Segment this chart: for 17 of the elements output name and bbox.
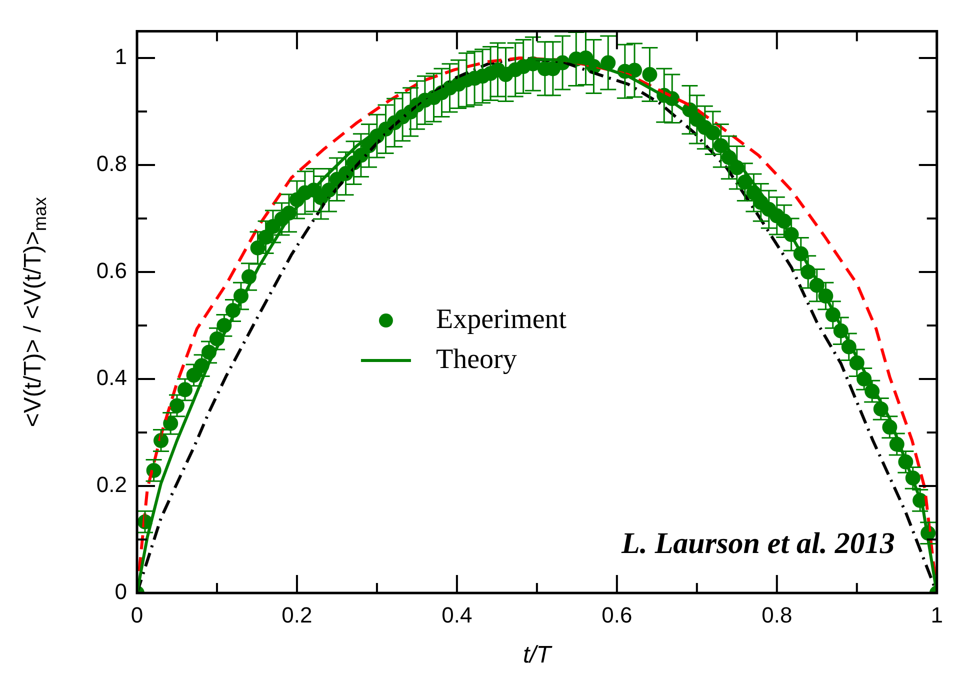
y-tick-label: 0.4 — [96, 365, 127, 390]
annotation: L. Laurson et al. 2013 — [620, 527, 895, 560]
x-axis-title: t/T — [522, 642, 554, 669]
x-tick-label: 0 — [130, 602, 144, 628]
x-tick-label: 1 — [930, 602, 944, 628]
y-tick-label: 1 — [114, 44, 127, 70]
x-tick-label: 0.2 — [282, 602, 312, 628]
y-axis-title: <V(t/T)> / <V(t/T)>max — [20, 197, 50, 428]
legend-label: Theory — [436, 344, 517, 375]
y-tick-label: 0 — [114, 579, 127, 604]
legend-label: Experiment — [436, 304, 567, 335]
x-tick-label: 0.8 — [762, 602, 792, 628]
y-tick-label: 0.6 — [96, 258, 127, 284]
x-tick-label: 0.4 — [442, 602, 472, 628]
y-tick-label: 0.8 — [96, 151, 127, 176]
y-tick-label: 0.2 — [96, 472, 127, 498]
x-tick-label: 0.6 — [602, 602, 632, 628]
